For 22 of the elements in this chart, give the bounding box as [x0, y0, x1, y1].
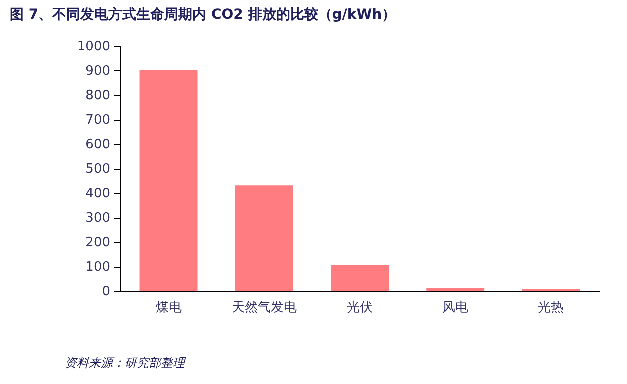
chart-title: 图 7、不同发电方式生命周期内 CO2 排放的比较（g/kWh） — [10, 6, 396, 23]
x-tick-label: 光伏 — [347, 300, 373, 316]
bar — [331, 265, 389, 291]
x-tick-label: 风电 — [442, 300, 469, 316]
y-tick-label: 700 — [86, 113, 110, 128]
y-tick-label: 600 — [86, 138, 110, 152]
y-tick-label: 200 — [86, 236, 110, 250]
y-tick-label: 300 — [86, 211, 110, 226]
x-tick-label: 光热 — [538, 300, 564, 316]
text: 资料来源：研究部整理 — [65, 356, 187, 370]
y-tick-label: 1000 — [77, 40, 110, 54]
x-tick-label: 煤电 — [156, 300, 182, 316]
y-tick-label: 900 — [86, 64, 110, 79]
y-tick-label: 400 — [86, 186, 110, 202]
x-tick-label: 天然气发电 — [232, 300, 297, 316]
bar — [140, 70, 198, 291]
y-tick-label: 500 — [86, 162, 110, 177]
y-tick-label: 800 — [86, 88, 110, 104]
bar — [426, 288, 485, 291]
y-tick-label: 100 — [86, 260, 110, 275]
y-tick-label: 0 — [102, 284, 110, 300]
bar — [235, 186, 294, 291]
